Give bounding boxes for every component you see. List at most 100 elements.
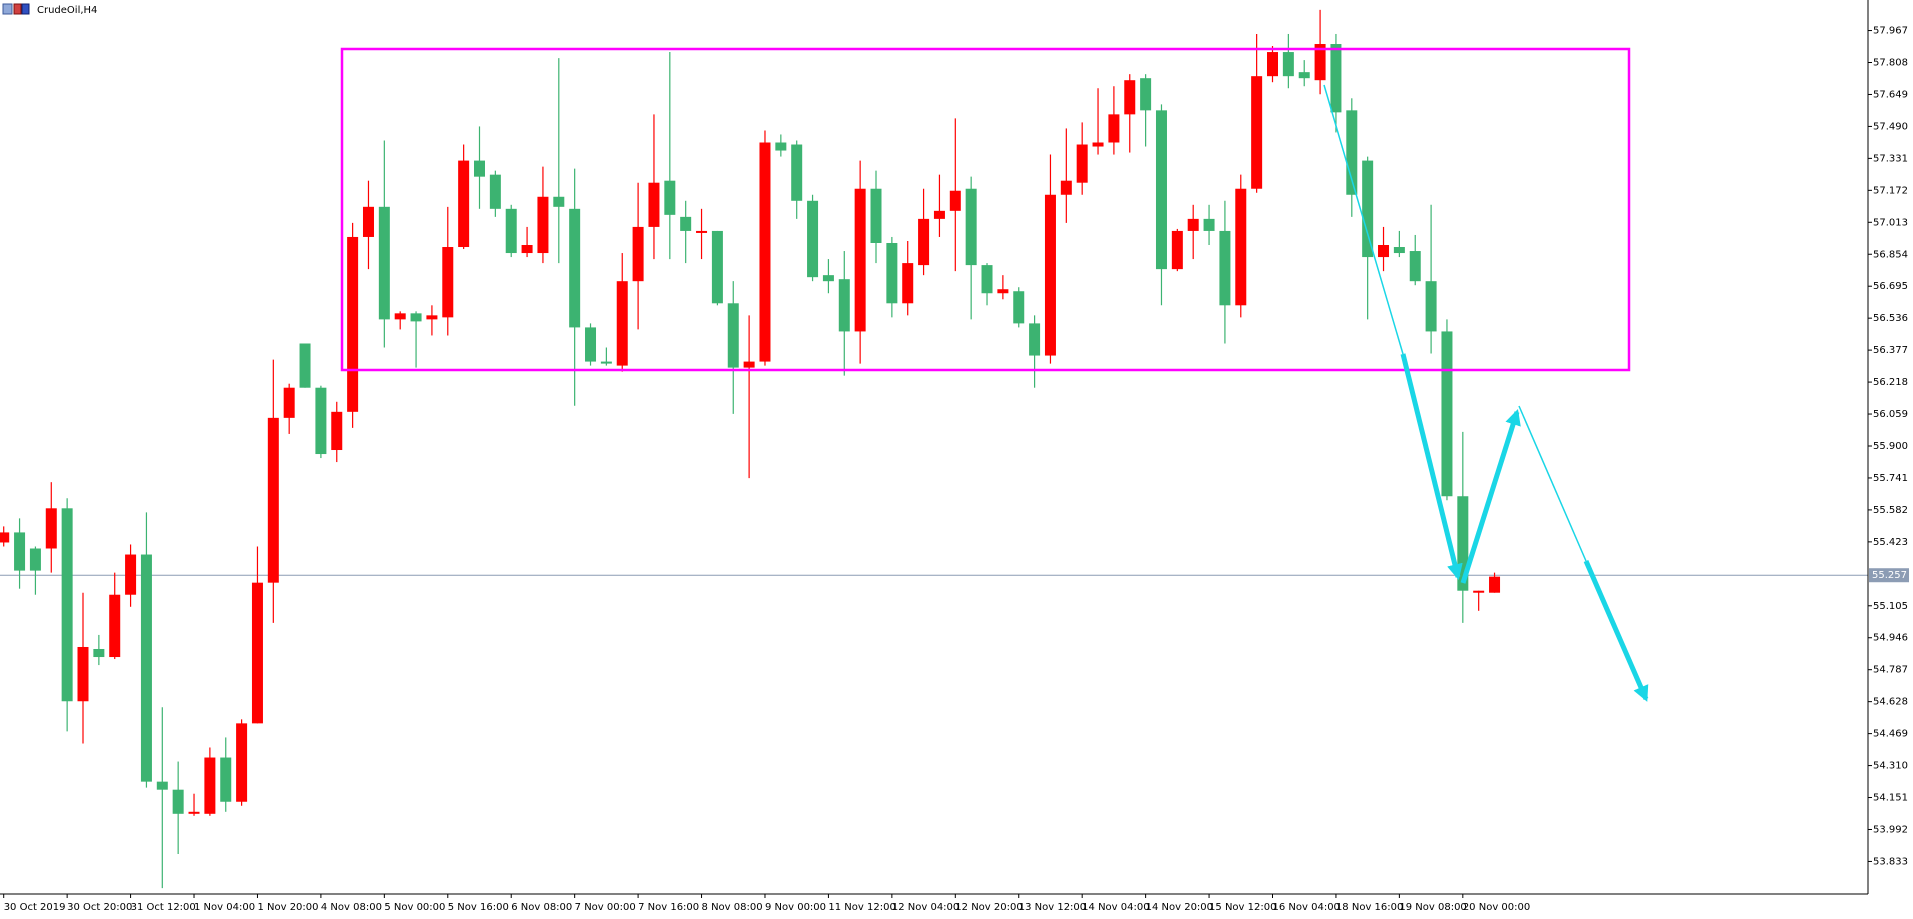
candle-body [1060, 180, 1072, 195]
candle-body [1457, 496, 1469, 591]
x-tick-label: 7 Nov 00:00 [575, 902, 636, 913]
candle-body [125, 554, 137, 595]
x-tick-label: 12 Nov 20:00 [955, 902, 1022, 913]
candle-body [315, 387, 327, 455]
candle-body [1092, 142, 1104, 147]
candle-body [378, 206, 390, 320]
candle-body [648, 182, 660, 227]
candle-body [489, 174, 501, 209]
y-tick-label: 55.582 [1873, 505, 1908, 516]
chart-title: CrudeOil,H4 [37, 5, 97, 16]
candle-body [1171, 230, 1183, 270]
candle-body [838, 279, 850, 332]
current-price-label: 55.257 [1872, 570, 1907, 581]
candle-body [949, 190, 961, 211]
y-tick-label: 57.013 [1873, 217, 1908, 228]
candle-body [14, 532, 26, 571]
x-tick-label: 15 Nov 12:00 [1209, 902, 1276, 913]
candle-body [109, 594, 121, 658]
x-tick-label: 9 Nov 00:00 [765, 902, 826, 913]
candle-body [410, 313, 422, 322]
x-tick-label: 20 Nov 00:00 [1463, 902, 1530, 913]
candle-body [1346, 110, 1358, 195]
y-tick-label: 56.377 [1873, 345, 1908, 356]
y-tick-label: 56.218 [1873, 377, 1908, 388]
x-tick-label: 11 Nov 12:00 [828, 902, 895, 913]
candle-body [521, 245, 533, 254]
candle-body [569, 208, 581, 328]
x-tick-label: 8 Nov 08:00 [702, 902, 763, 913]
candle-body [442, 247, 454, 318]
forecast-arrows [1323, 84, 1649, 702]
plot-area [0, 9, 1868, 889]
x-tick-label: 18 Nov 16:00 [1336, 902, 1403, 913]
candle-body [791, 144, 803, 201]
x-tick-label: 30 Oct 20:00 [67, 902, 132, 913]
candle-body [1393, 247, 1405, 254]
candle-body [172, 789, 184, 814]
x-tick-label: 16 Nov 04:00 [1273, 902, 1340, 913]
y-tick-label: 57.490 [1873, 121, 1908, 132]
y-tick-label: 54.310 [1873, 761, 1908, 772]
candle-body [188, 811, 200, 814]
y-tick-label: 57.172 [1873, 185, 1908, 196]
candle-body [220, 757, 232, 802]
x-tick-label: 6 Nov 08:00 [511, 902, 572, 913]
candle-body [1013, 291, 1025, 324]
candle-body [362, 206, 374, 237]
candle-body [775, 142, 787, 151]
candle-body [918, 218, 930, 266]
y-tick-label: 53.833 [1873, 856, 1908, 867]
candle-body [1362, 160, 1374, 258]
arrow [1583, 560, 1649, 702]
candle-body [1219, 230, 1231, 306]
candle-body [727, 303, 739, 368]
y-tick-label: 54.787 [1873, 665, 1908, 676]
candle-body [1187, 218, 1199, 231]
y-tick-label: 55.423 [1873, 537, 1908, 548]
candle-body [1155, 110, 1167, 270]
y-tick-label: 55.741 [1873, 473, 1908, 484]
arrow [1400, 353, 1463, 581]
candle-body [1282, 52, 1294, 77]
arrow-line [1518, 405, 1587, 562]
candle-body [251, 582, 263, 724]
candle-body [1473, 590, 1485, 593]
candle-body [1124, 80, 1136, 115]
y-tick-label: 56.695 [1873, 281, 1908, 292]
icon [13, 3, 22, 15]
x-tick-label: 7 Nov 16:00 [638, 902, 699, 913]
candle-body [204, 757, 216, 814]
y-tick-label: 54.946 [1873, 633, 1908, 644]
symbol-icon [2, 3, 30, 15]
candle-body [1203, 218, 1215, 231]
y-tick-label: 57.649 [1873, 89, 1908, 100]
arrow-line [1323, 84, 1404, 355]
range-box [340, 47, 1631, 372]
candle-body [696, 230, 708, 233]
y-tick-label: 54.151 [1873, 793, 1908, 804]
candle-body [394, 313, 406, 320]
x-tick-label: 13 Nov 12:00 [1019, 902, 1086, 913]
candle-body [981, 265, 993, 294]
candle-body [600, 361, 612, 364]
x-tick-label: 1 Nov 04:00 [194, 902, 255, 913]
candle-body [1314, 44, 1326, 81]
candle-body [1140, 78, 1152, 111]
candle-body [1235, 188, 1247, 306]
icon [2, 3, 13, 15]
current-price-box [1869, 568, 1909, 583]
x-tick-label: 19 Nov 08:00 [1399, 902, 1466, 913]
candle-body [1029, 323, 1041, 356]
candle-body [616, 281, 628, 366]
candle-body [870, 188, 882, 243]
candle-body [680, 216, 692, 231]
y-tick-label: 54.628 [1873, 697, 1908, 708]
x-tick-label: 30 Oct 2019 [4, 902, 66, 913]
candle-body [807, 200, 819, 278]
candle-body [997, 289, 1009, 294]
candle-body [29, 548, 41, 571]
candle-body [0, 532, 10, 543]
